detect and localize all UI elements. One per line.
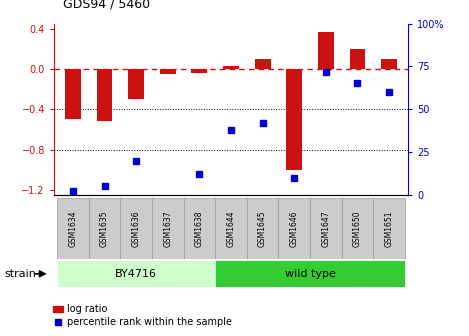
Text: GSM1647: GSM1647 xyxy=(321,210,330,247)
Bar xyxy=(183,198,215,259)
Bar xyxy=(318,32,334,69)
Bar xyxy=(349,49,365,69)
Text: GSM1638: GSM1638 xyxy=(195,210,204,247)
Bar xyxy=(381,59,397,69)
Text: BY4716: BY4716 xyxy=(115,269,157,279)
Bar xyxy=(191,69,207,73)
Text: GSM1635: GSM1635 xyxy=(100,210,109,247)
Bar xyxy=(215,260,405,287)
Text: GSM1636: GSM1636 xyxy=(132,210,141,247)
Text: GSM1634: GSM1634 xyxy=(68,210,77,247)
Bar xyxy=(247,198,279,259)
Bar xyxy=(373,198,405,259)
Text: strain: strain xyxy=(5,269,37,279)
Bar xyxy=(152,198,183,259)
Bar xyxy=(89,198,121,259)
Text: GSM1644: GSM1644 xyxy=(227,210,235,247)
Bar xyxy=(121,198,152,259)
Text: GSM1651: GSM1651 xyxy=(385,210,393,247)
Bar xyxy=(255,59,271,69)
Text: GDS94 / 5460: GDS94 / 5460 xyxy=(63,0,151,10)
Text: GSM1645: GSM1645 xyxy=(258,210,267,247)
Text: GSM1646: GSM1646 xyxy=(290,210,299,247)
Bar xyxy=(97,69,113,121)
Bar xyxy=(286,69,302,170)
Bar xyxy=(57,260,215,287)
Text: GSM1650: GSM1650 xyxy=(353,210,362,247)
Bar xyxy=(341,198,373,259)
Bar xyxy=(128,69,144,99)
Bar xyxy=(65,69,81,119)
Bar xyxy=(310,198,341,259)
Text: GSM1637: GSM1637 xyxy=(163,210,172,247)
Bar xyxy=(215,198,247,259)
Text: wild type: wild type xyxy=(285,269,335,279)
Bar xyxy=(160,69,176,74)
Bar xyxy=(279,198,310,259)
Bar xyxy=(57,198,89,259)
Bar xyxy=(223,66,239,69)
Legend: log ratio, percentile rank within the sample: log ratio, percentile rank within the sa… xyxy=(49,300,236,331)
